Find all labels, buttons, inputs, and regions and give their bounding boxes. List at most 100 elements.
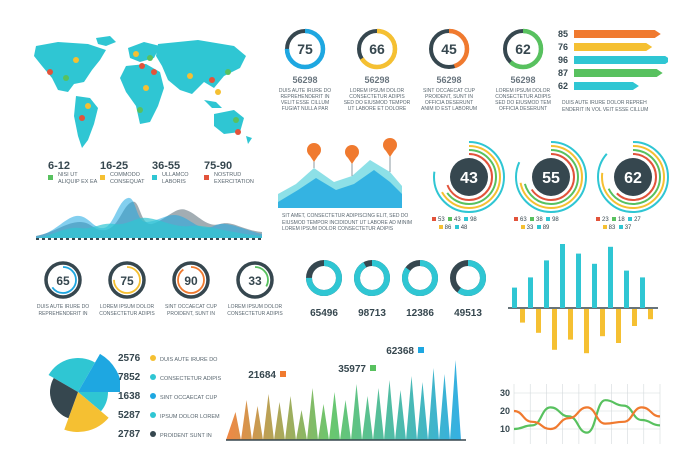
legend-label: DUIS AUTE IRURE DO [160,357,218,363]
legend-entry: 53 [432,217,445,223]
legend-text: NISI UT [58,172,78,178]
legend-swatch [48,175,53,180]
donut-slice [354,260,390,296]
map-pin-icon [345,145,359,164]
gauge-ring: 33 [236,261,274,299]
legend-item: 6-12 NISI UT ALIQUIP EX EA [48,160,100,186]
peak-marker [280,371,286,377]
legend-row: 7852 CONSECTETUR ADIPIS [118,367,221,383]
gauge-text: VELIT ESSE CILLUM [280,100,330,106]
legend-value: 89 [542,225,550,231]
gauge-text: REPREHENDERIT IN [38,310,88,317]
legend-row: 5287 IPSUM DOLOR LOREM [118,405,220,421]
legend-range: 6-12 [48,160,71,172]
pie-slice [64,392,109,432]
legend-value: 98 [470,217,477,223]
donut-slice [402,260,438,296]
series-line [513,399,661,434]
ring-value: 43 [460,170,478,187]
legend-value: 38 [536,217,543,223]
pie-slice [78,392,108,412]
world-map [34,36,252,148]
gauge-ring: 75 [108,261,146,299]
legend-value: 98 [552,217,559,223]
bar [568,309,573,340]
legend-value: 7852 [118,372,141,383]
donut-label: 12386 [406,308,434,319]
legend-entry: 33 [520,225,534,231]
ring-chart: 62 [597,141,669,213]
legend-item: 75-90 NOSTRUD EXERCITATION [204,160,264,186]
gauge-value: 66 [369,41,385,57]
legend-value: 27 [634,217,641,223]
y-tick-label: 10 [500,424,510,434]
legend-range: 16-25 [100,160,129,172]
bar [520,309,525,323]
legend-row: 2787 PROIDENT SUNT IN [118,424,212,440]
gauge-text: SINT OCCAECAT CUP [423,88,475,94]
gauge-ring: 62 [502,28,544,70]
ring-chart: 55 [515,141,587,213]
donut-row-chart: 65496 98713 12386 49513 [306,260,486,319]
legend-swatch [150,431,156,437]
gauge-value: 75 [120,274,134,288]
gauge-number: 56298 [364,75,390,85]
gauge-number: 56298 [292,75,318,85]
legend-entry: 43 [448,217,461,223]
legend-label: PROIDENT SUNT IN [160,433,212,439]
legend-swatch [150,393,156,399]
legend-value: 2787 [118,429,141,440]
gauge-text: LOREM IPSUM DOLOR [227,304,283,310]
ring-chart: 43 [433,141,505,213]
legend-value: 53 [438,217,445,223]
legend-text: EXERCITATION [214,179,254,185]
bar [574,43,653,51]
legend-row: 2576 DUIS AUTE IRURE DO [118,348,218,364]
bar [648,309,653,320]
legend-swatch [150,355,156,361]
gauge-text: OFFICIA DESERUNT [498,106,548,112]
legend-swatch [204,175,209,180]
legend-item: 36-55 ULLAMCO LABORIS [152,160,204,186]
diverging-bar-chart [508,244,658,354]
ring-value: 55 [542,170,560,187]
legend-entry: 83 [602,225,615,231]
gauge-text: CONSECTETUR ADIPIS [495,94,551,100]
gauge-text: SED DO EIUSMOD TEM [495,100,551,106]
legend-entry: 37 [618,225,631,231]
gauge-text: OFFICIA DESERUNT [424,100,474,106]
legend-value: 2576 [118,353,141,364]
peak-marker [418,347,424,353]
gauge-text: DUIS AUTE IRURE DO [278,88,332,94]
y-tick-label: 30 [500,388,510,398]
legend-value: 33 [526,225,534,231]
top-gauges: 75 56298 DUIS AUTE IRURE DO REPREHENDERI… [270,26,560,126]
pie-slice [49,378,78,419]
bar [574,56,668,64]
mountain-area [226,360,461,440]
pie-legend: 2576 DUIS AUTE IRURE DO 7852 CONSECTETUR AD… [118,348,228,448]
gauge-text: UT LABORE ET DOLORE [347,106,407,112]
legend-label: SINT OCCAECAT CUP [160,395,218,401]
peak-label: 62368 [386,346,414,357]
bar [616,309,621,343]
gauge-value: 65 [56,274,70,288]
area-note-line: SIT AMET, CONSECTETUR ADIPISCING ELIT, S… [282,213,409,219]
bar [552,309,557,350]
gauge-ring: 45 [428,28,470,70]
bar [544,260,549,308]
bar [512,287,517,308]
area-note-line: EIUSMOD TEMPOR INCIDIDUNT UT LABORE AD M… [282,219,413,226]
ring-value: 62 [624,170,642,187]
peak-label: 35977 [338,364,366,375]
ring-legend: 53 43 98 86 48 [432,216,512,232]
arrow-note: DUIS AUTE IRURE DOLOR REPREH ENDERIT IN … [562,100,682,113]
gauge-text: LOREM IPSUM DOLOR [99,304,155,310]
legend-swatch [150,412,156,418]
legend-value: 5287 [118,410,141,421]
legend-row: 1638 SINT OCCAECAT CUP [118,386,218,402]
donut-slice [450,260,486,296]
gauge-text: CONSECTETUR ADIPIS [349,94,405,100]
legend-swatch [152,175,157,180]
map-legend: 6-12 NISI UT ALIQUIP EX EA 16-25 COMMODO… [48,160,258,194]
